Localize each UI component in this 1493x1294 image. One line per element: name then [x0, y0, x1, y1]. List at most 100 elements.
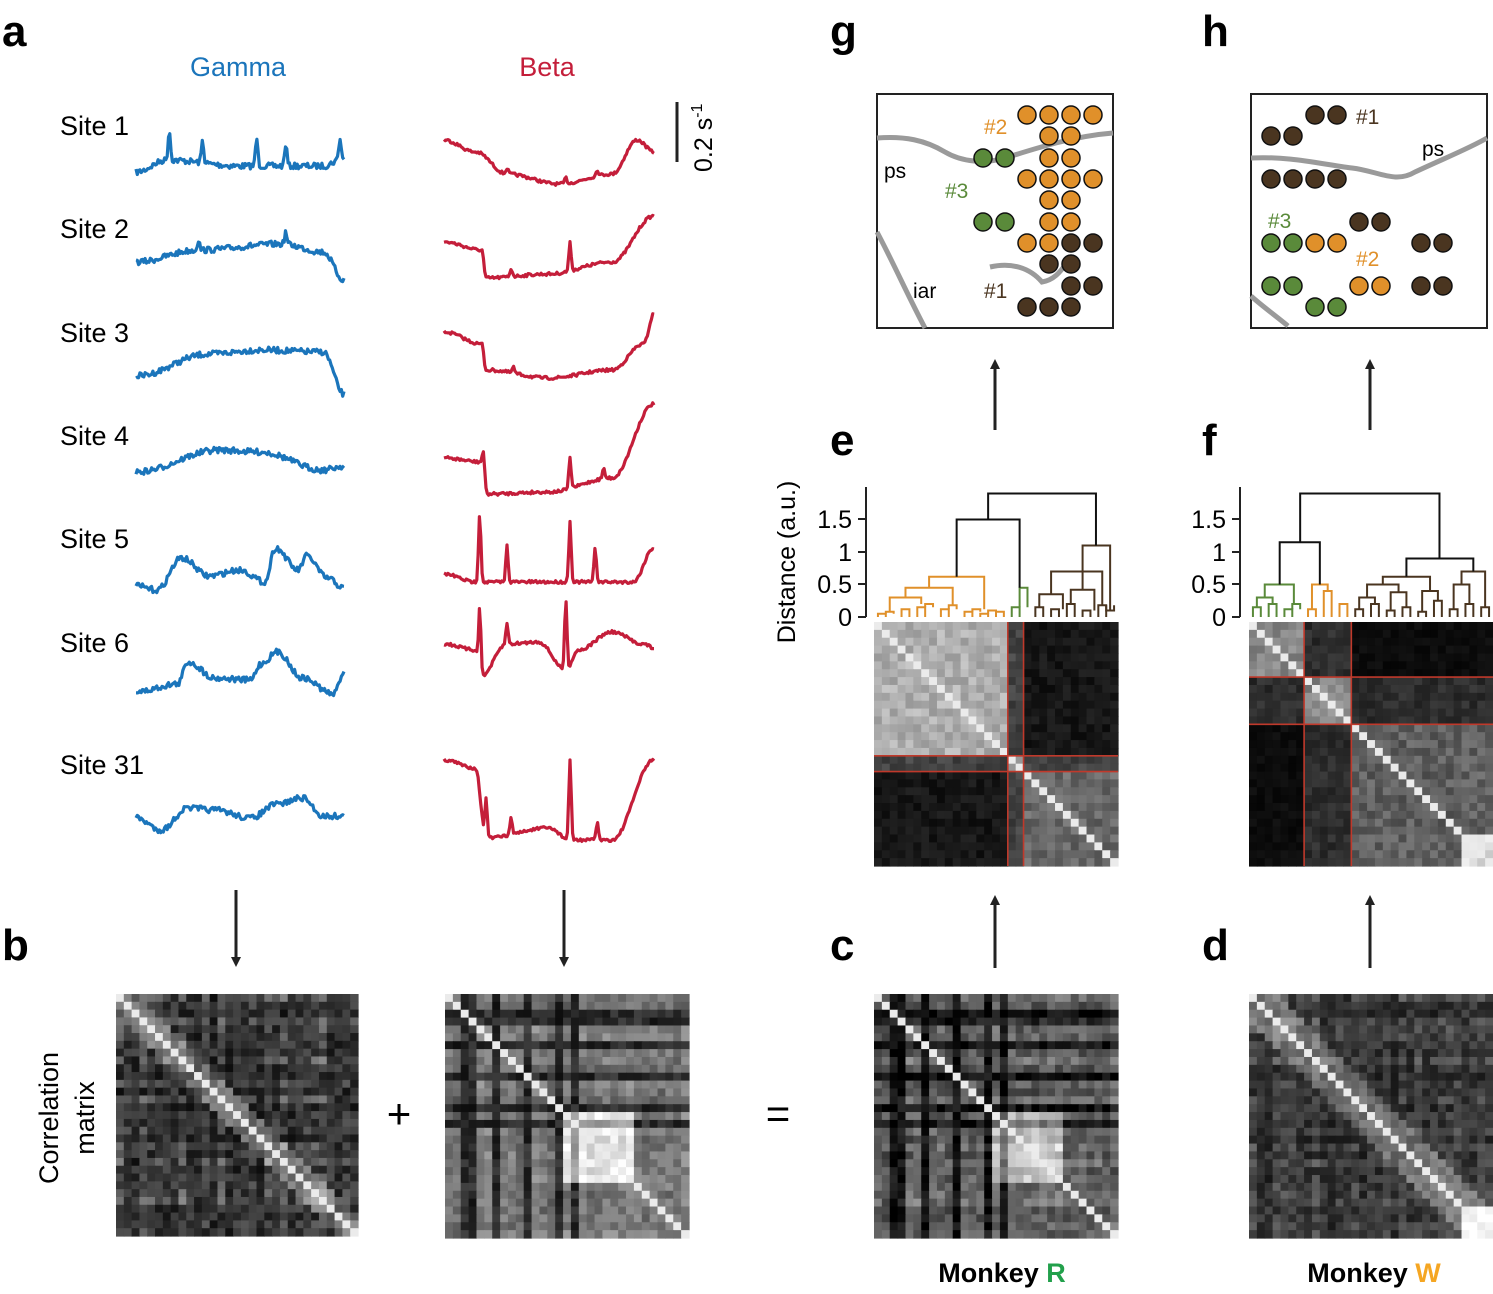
tick-label: 0.5	[1191, 571, 1226, 599]
electrode-dot	[1261, 126, 1281, 146]
dendrogram-branch	[1081, 544, 1112, 611]
sorted-matrix-monkey-r	[874, 622, 1119, 867]
tick-label: 0.5	[817, 571, 852, 599]
sulcus-ps	[1250, 135, 1489, 180]
dendrogram-branch	[987, 492, 1097, 546]
cluster-label: #3	[945, 180, 968, 203]
trace-line	[442, 757, 656, 843]
electrode-dot	[1039, 148, 1059, 168]
electrode-dot	[1061, 126, 1081, 146]
electrode-dot	[1261, 276, 1281, 296]
electrode-dot	[1411, 233, 1431, 253]
site-label: Site 31	[60, 750, 144, 780]
site-label: Site 5	[60, 524, 129, 554]
electrode-dot	[1283, 126, 1303, 146]
cluster-label: #1	[1356, 106, 1379, 129]
trace-line	[442, 137, 655, 187]
electrode-dot	[1017, 169, 1037, 189]
equals-sign: =	[766, 1090, 791, 1137]
electrode-dot	[973, 212, 993, 232]
panel-label-a: a	[2, 7, 27, 56]
dendrogram-branch	[1283, 608, 1294, 617]
electrode-dot	[973, 148, 993, 168]
dendrogram-branch	[1034, 606, 1045, 617]
trace-line	[134, 794, 345, 835]
correlation-matrix-label: Correlation	[34, 1052, 64, 1184]
cluster-label: #2	[1356, 248, 1379, 271]
electrode-dot	[1433, 233, 1453, 253]
trace-line	[135, 229, 346, 284]
electrode-dot	[1327, 105, 1347, 125]
combined-matrix-monkey-w	[1249, 994, 1493, 1239]
electrode-dot	[1017, 297, 1037, 317]
site-label: Site 1	[60, 111, 129, 141]
electrode-dot	[1327, 297, 1347, 317]
tick-label: 1	[838, 539, 852, 567]
dendrogram-branch	[1338, 603, 1349, 617]
electrode-dot	[1061, 212, 1081, 232]
trace-line	[134, 132, 346, 177]
electrode-dot	[1411, 276, 1431, 296]
panel-label-d: d	[1202, 921, 1229, 970]
dendrogram-branch	[1322, 590, 1333, 617]
dendrogram-branch	[1050, 608, 1060, 617]
dendrogram-branch	[979, 612, 990, 617]
dendrogram-branch	[1401, 606, 1412, 617]
electrode-dot	[1283, 233, 1303, 253]
electrode-dot	[1061, 276, 1081, 296]
tick-label: 1.5	[817, 506, 852, 534]
site-label: Site 4	[60, 421, 129, 451]
dendrogram-branch	[1448, 608, 1459, 617]
dendrogram-branch	[1310, 583, 1329, 610]
electrode-dot	[1261, 169, 1281, 189]
dendrogram-branch	[1251, 606, 1262, 617]
electrode-dot	[1083, 233, 1103, 253]
dendrogram-branch	[900, 608, 911, 617]
sulcus-label: ps	[1422, 138, 1444, 161]
electrode-dot	[995, 212, 1015, 232]
beta-traces	[442, 137, 656, 843]
electrode-dots	[1261, 105, 1453, 317]
trace-line	[443, 600, 655, 678]
cluster-label: #1	[984, 280, 1007, 303]
electrode-dot	[1039, 212, 1059, 232]
dendrogram-branch	[1432, 599, 1443, 617]
electrode-dot	[1039, 233, 1059, 253]
trace-line	[443, 515, 655, 585]
tick-label: 0	[838, 604, 852, 632]
dendrogram-branch	[884, 610, 895, 614]
sorted-matrix-monkey-w	[1249, 622, 1493, 867]
electrode-dot	[1327, 169, 1347, 189]
cluster-label: #2	[984, 116, 1007, 139]
electrode-dot	[1349, 276, 1369, 296]
trace-line	[135, 647, 346, 698]
dendrogram-branch	[1464, 603, 1475, 617]
dendrogram-monkey-r	[876, 492, 1116, 617]
electrode-dot	[1349, 212, 1369, 232]
dendrogram-branch	[987, 609, 997, 614]
panel-label-b: b	[2, 921, 29, 970]
trace-line	[135, 345, 346, 398]
electrode-dot	[1061, 190, 1081, 210]
beta-title: Beta	[519, 52, 576, 82]
electrode-dot	[1039, 169, 1059, 189]
sulcus-label: iar	[913, 280, 936, 303]
dendrogram-branch	[1018, 586, 1029, 608]
electrode-dot	[1305, 233, 1325, 253]
dendrogram-branch	[1263, 583, 1295, 604]
site-label: Site 2	[60, 214, 129, 244]
dendrogram-axis-f: 1.5 1 0.5 0	[1191, 487, 1241, 632]
dendrogram-branch	[924, 603, 935, 608]
dendrogram-branch	[916, 606, 927, 617]
dendrogram-branch	[1050, 570, 1104, 606]
electrode-dot	[1327, 233, 1347, 253]
dendrogram-branch	[1417, 610, 1428, 617]
site-label: Site 6	[60, 628, 129, 658]
cluster-label: #3	[1268, 210, 1291, 233]
trace-line	[442, 312, 655, 381]
electrode-map-monkey-r: ps iar #2 #3 #1	[874, 93, 1114, 330]
sulcus-iar-spur	[989, 262, 1068, 285]
electrode-dot	[1061, 297, 1081, 317]
dendrogram-branch	[1480, 606, 1491, 617]
